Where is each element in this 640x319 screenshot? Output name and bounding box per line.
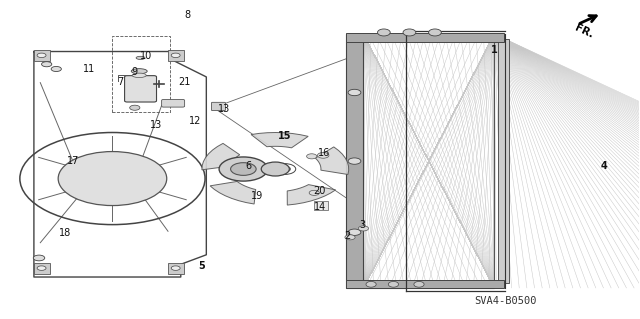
Circle shape: [358, 226, 369, 231]
Polygon shape: [316, 147, 349, 174]
Circle shape: [130, 105, 140, 110]
Circle shape: [219, 157, 268, 181]
Ellipse shape: [132, 73, 146, 78]
Text: 15: 15: [278, 131, 292, 141]
Circle shape: [307, 154, 317, 159]
Circle shape: [37, 53, 46, 57]
Circle shape: [172, 53, 180, 57]
Text: 6: 6: [245, 161, 252, 171]
Text: 16: 16: [318, 148, 330, 158]
Circle shape: [261, 162, 289, 176]
Circle shape: [51, 66, 61, 71]
Text: 7: 7: [118, 77, 124, 87]
Text: 21: 21: [178, 77, 191, 87]
Text: 12: 12: [189, 116, 202, 126]
Text: 9: 9: [132, 67, 138, 77]
Circle shape: [348, 89, 361, 96]
FancyBboxPatch shape: [125, 76, 157, 102]
Circle shape: [279, 166, 291, 172]
Text: 1: 1: [491, 45, 498, 55]
Text: 19: 19: [251, 191, 263, 201]
Ellipse shape: [366, 281, 376, 287]
FancyBboxPatch shape: [211, 102, 225, 111]
Circle shape: [348, 229, 361, 235]
Circle shape: [33, 255, 45, 261]
Bar: [168, 50, 184, 61]
Bar: [113, 36, 170, 112]
Circle shape: [172, 266, 180, 270]
Text: 20: 20: [314, 186, 326, 196]
Polygon shape: [287, 185, 335, 205]
Text: 8: 8: [184, 10, 190, 20]
Ellipse shape: [136, 56, 145, 59]
Bar: [34, 263, 50, 274]
Text: 10: 10: [140, 51, 152, 61]
Ellipse shape: [131, 69, 147, 74]
Circle shape: [348, 158, 361, 164]
Circle shape: [345, 235, 355, 240]
Ellipse shape: [378, 29, 390, 36]
Text: SVA4-B0500: SVA4-B0500: [474, 296, 536, 306]
Text: 13: 13: [150, 120, 162, 130]
Text: 11: 11: [83, 64, 95, 74]
Circle shape: [230, 163, 256, 175]
Circle shape: [58, 152, 167, 205]
Bar: [314, 201, 328, 210]
Ellipse shape: [388, 281, 399, 287]
Text: FR.: FR.: [573, 23, 595, 40]
Circle shape: [317, 152, 329, 158]
Circle shape: [309, 190, 319, 196]
Text: 14: 14: [314, 202, 326, 212]
Polygon shape: [210, 182, 256, 204]
Polygon shape: [202, 143, 240, 170]
Ellipse shape: [429, 29, 442, 36]
Bar: [346, 33, 504, 42]
FancyBboxPatch shape: [162, 100, 184, 107]
Bar: [346, 34, 364, 288]
Bar: [34, 50, 50, 61]
Text: 4: 4: [601, 161, 608, 171]
Text: 5: 5: [198, 261, 205, 271]
Text: 18: 18: [60, 227, 72, 238]
Bar: [346, 280, 504, 288]
Text: 17: 17: [67, 156, 79, 166]
Circle shape: [37, 266, 46, 270]
Ellipse shape: [403, 29, 416, 36]
Polygon shape: [251, 132, 308, 148]
Circle shape: [42, 62, 52, 67]
Text: 13: 13: [218, 104, 230, 114]
Bar: [497, 39, 509, 283]
Ellipse shape: [414, 281, 424, 287]
Bar: [168, 263, 184, 274]
Bar: [364, 34, 494, 288]
Text: 3: 3: [360, 219, 365, 230]
Text: 2: 2: [344, 231, 351, 241]
